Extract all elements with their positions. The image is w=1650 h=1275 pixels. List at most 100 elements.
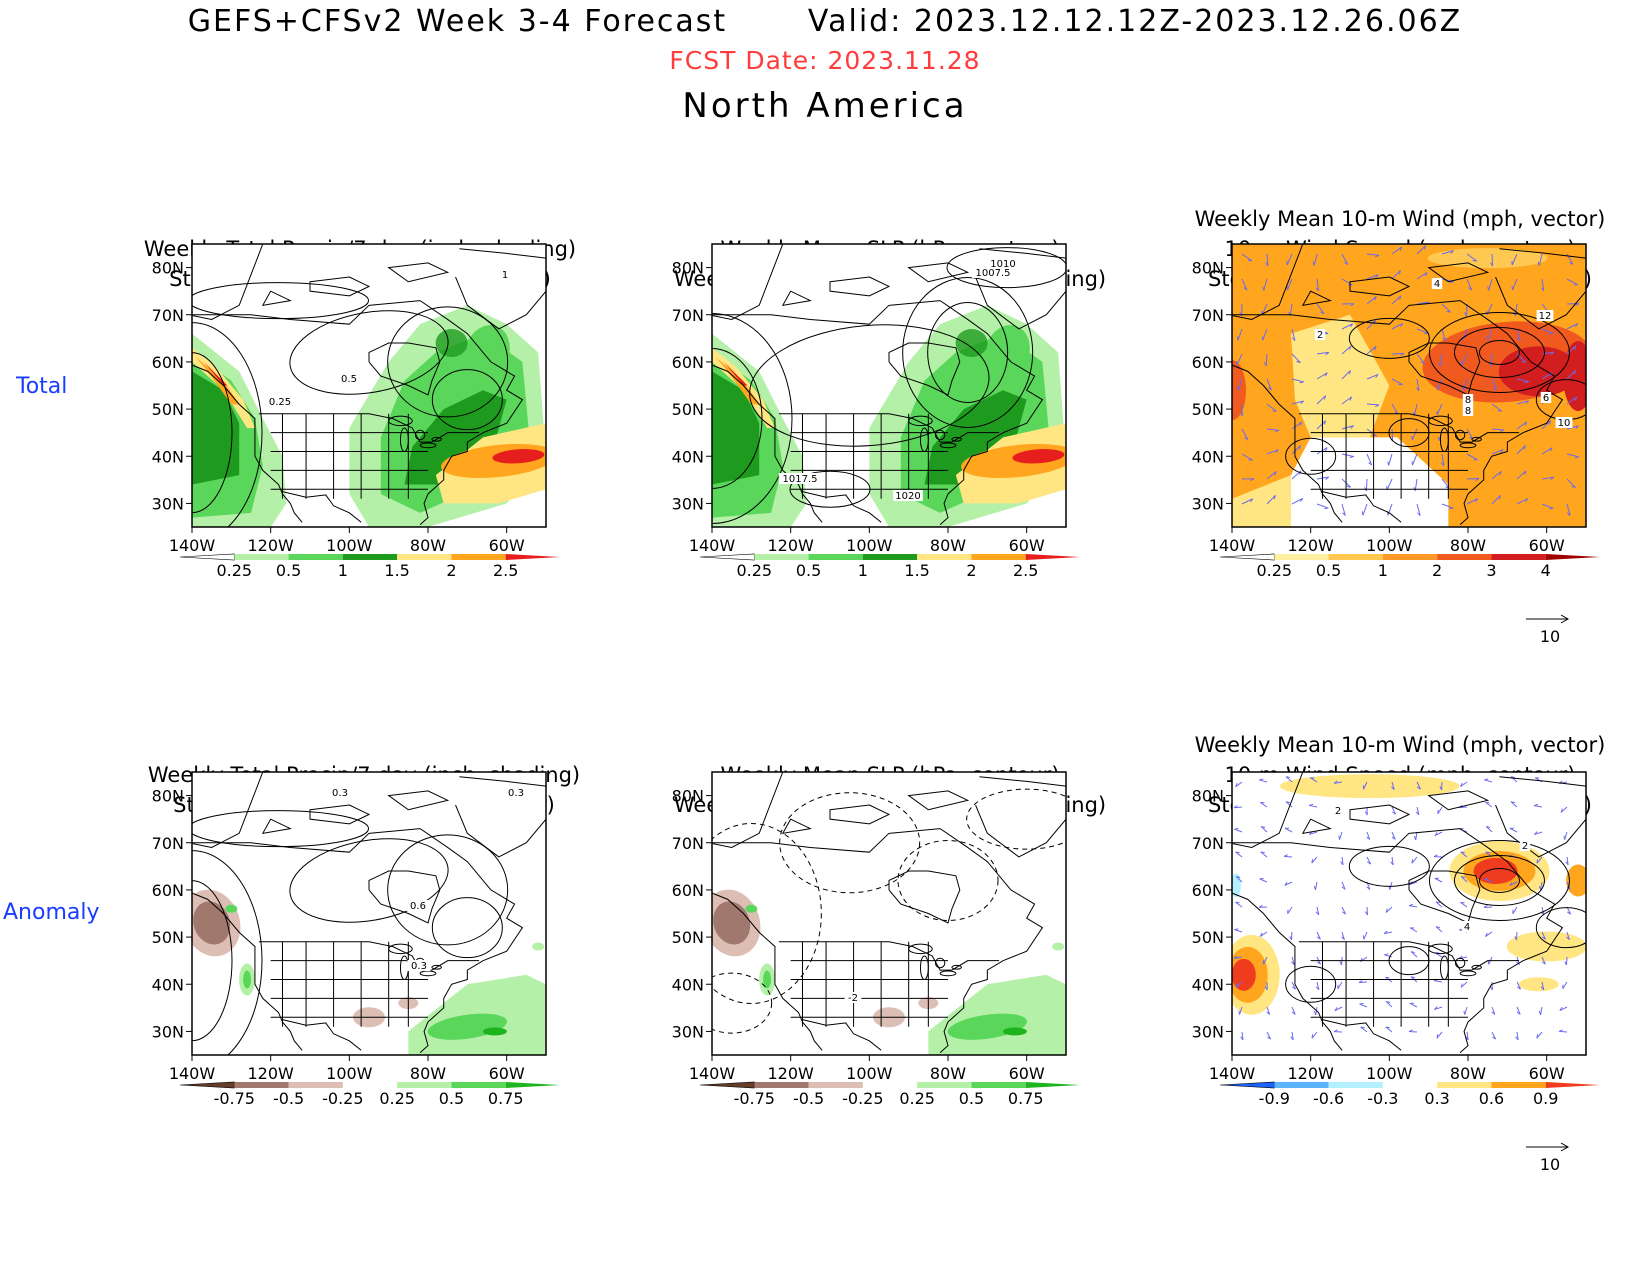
wind-vector [1291, 497, 1303, 505]
lon-label: 140W [1209, 536, 1256, 555]
wind-vector-head [1460, 983, 1463, 988]
lake-outline [1454, 429, 1466, 441]
lake-outline [419, 442, 437, 449]
wind-vector-head [1360, 1026, 1365, 1029]
lake-outline [934, 429, 946, 441]
wind-vector [1491, 378, 1498, 391]
contour-line [1427, 790, 1490, 811]
lon-label: 140W [169, 1064, 216, 1083]
map-frame [1231, 771, 1587, 1056]
wind-vector-head [1260, 851, 1265, 854]
contour-line [829, 804, 891, 825]
lat-label: 30N [672, 1022, 704, 1041]
lat-label: 70N [672, 306, 704, 325]
colorbar-segment [397, 554, 452, 560]
wind-vector [1266, 449, 1279, 455]
wind-vector [1566, 478, 1576, 488]
lake-outline [908, 943, 933, 955]
wind-vector-head [1239, 312, 1243, 317]
wind-vector [1341, 931, 1345, 940]
wind-vector-head [1312, 261, 1315, 266]
wind-vector [1491, 253, 1494, 267]
contour-line [387, 306, 509, 418]
wind-vector-head [1464, 312, 1467, 317]
contour-line [790, 941, 948, 1027]
contour-line [368, 342, 441, 396]
wind-vector [1315, 881, 1318, 890]
wind-vector-head [1449, 281, 1454, 284]
contour-line [455, 776, 546, 858]
wind-reference-arrowhead [1560, 1142, 1570, 1152]
wind-vector-head [1235, 782, 1238, 787]
contour-line [455, 248, 546, 330]
contour-label-bg [1462, 405, 1474, 416]
contour-label: 0.5 [341, 374, 357, 385]
colorbar-label: 0.3 [1424, 1089, 1449, 1108]
region-title: North America [682, 86, 968, 126]
wind-vector-head [1348, 370, 1351, 375]
wind-vector [1439, 353, 1443, 366]
wind-vector [1316, 303, 1325, 314]
wind-vector-head [1417, 512, 1421, 516]
wind-vector-head [1267, 1036, 1271, 1040]
colorbar-label: -0.25 [842, 1089, 883, 1108]
wind-vector-head [1374, 346, 1377, 351]
wind-vector-head [1524, 470, 1527, 475]
wind-vector [1360, 1026, 1368, 1033]
contour-line [712, 828, 1044, 1054]
contour-line [749, 324, 990, 447]
wind-vector-head [1311, 1034, 1314, 1039]
lat-label: 60N [1192, 353, 1224, 372]
contour-line [282, 1019, 362, 1051]
wind-vector [1284, 827, 1293, 833]
wind-vector-head [1262, 286, 1265, 291]
wind-vector-head [1324, 507, 1329, 510]
wind-vector-head [1350, 425, 1354, 429]
wind-vector [1564, 831, 1568, 840]
contour-line [282, 491, 362, 523]
wind-vector-head [1498, 495, 1501, 500]
wind-vector [1516, 981, 1522, 990]
wind-vector-head [1540, 986, 1545, 991]
contour-line [781, 290, 812, 306]
wind-vector [1341, 345, 1352, 355]
lat-label: 50N [1192, 928, 1224, 947]
wind-vector [1241, 253, 1253, 262]
wind-vector-head [1538, 885, 1542, 891]
wind-vector [1491, 470, 1502, 480]
wind-vector-head [1309, 803, 1314, 806]
wind-vector [1285, 801, 1293, 808]
map-frame [191, 771, 547, 1056]
lon-label: 120W [767, 536, 814, 555]
wind-vector-head [1489, 986, 1493, 991]
wind-vector [1241, 1031, 1244, 1040]
wind-vector [1236, 353, 1243, 366]
wind-vector [1334, 781, 1343, 784]
wind-vector [1461, 353, 1468, 366]
contour-line [1285, 965, 1337, 1003]
colorbar-label: 1.5 [904, 561, 929, 580]
lon-label: 120W [247, 536, 294, 555]
wind-vector-head [1235, 851, 1240, 854]
wind-vector-head [1574, 396, 1578, 401]
contour-line [781, 818, 812, 834]
wind-vector [1362, 503, 1368, 516]
lat-label: 50N [672, 400, 704, 419]
contour-line [712, 300, 1044, 526]
shade-blob [492, 449, 545, 464]
wind-vector-head [1272, 410, 1277, 412]
contour-line [192, 828, 524, 1054]
wind-vector [1366, 403, 1380, 406]
wind-vector [1358, 981, 1368, 984]
wind-vector-head [1536, 1034, 1539, 1039]
contour-line [829, 276, 891, 297]
contour-label: 1010 [990, 259, 1015, 270]
wind-vector [1260, 931, 1268, 937]
wind-vector [1436, 1031, 1443, 1039]
contour-line [1310, 941, 1468, 1027]
wind-vector [1341, 906, 1347, 915]
colorbar-segment [1274, 1082, 1329, 1088]
wind-vector-head [1264, 986, 1268, 991]
colorbar-segment [754, 1082, 809, 1088]
lake-outline [431, 436, 442, 442]
